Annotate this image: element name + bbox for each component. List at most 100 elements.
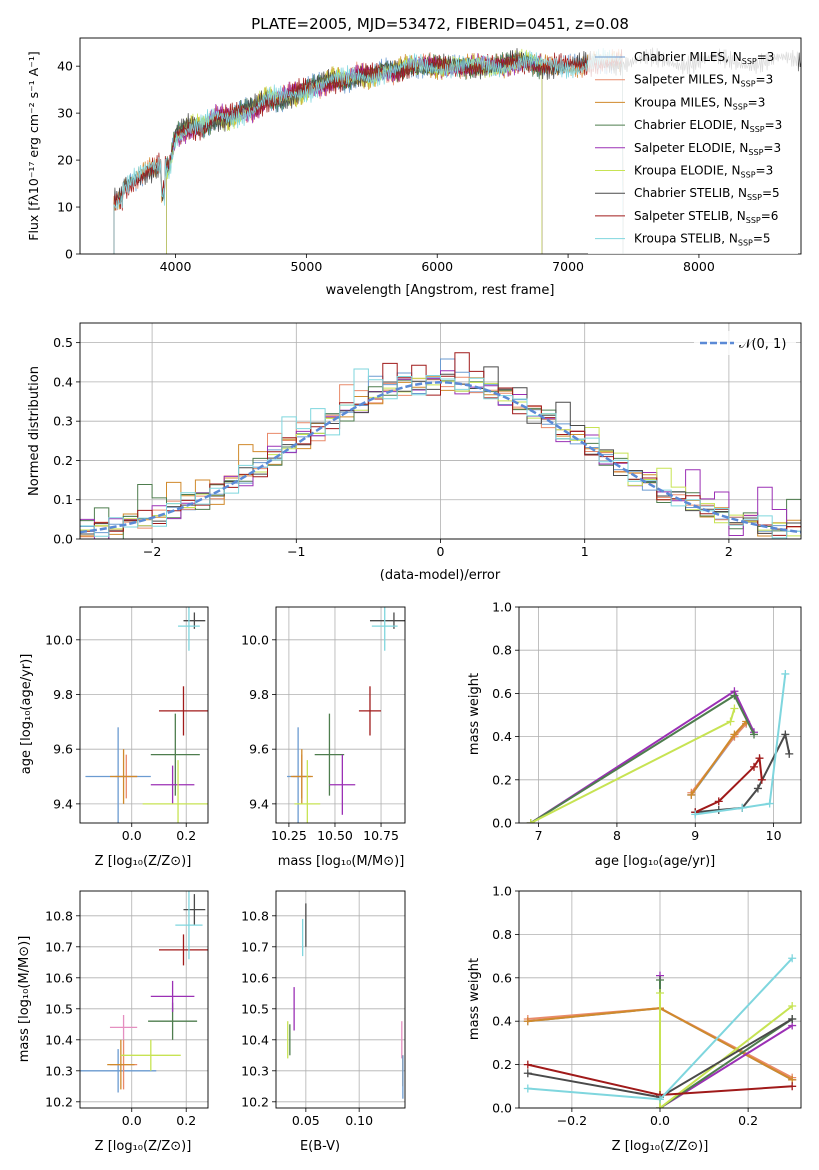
weight_vs_age-lines [526,669,794,823]
age-z-xlabel: Z [log₁₀(Z/Z⊙)] [95,854,192,869]
weight_vs_Z-frame [518,890,802,1109]
age-mass-xlabel: mass [log₁₀(M/M⊙)] [278,854,405,869]
weight_vs_age-xtick-label-0: 7 [535,828,543,843]
spectrum-legend-label-5: Kroupa ELODIE, NSSP=3 [634,164,773,180]
residuals-ytick-label-2: 0.2 [53,453,73,468]
spectrum-legend-label-0: Chabrier MILES, NSSP=3 [634,50,774,66]
age_vs_mass-point-3 [314,713,345,796]
residuals-xlabel: (data-model)/error [380,568,501,583]
weight_vs_age-marker-6-5 [785,749,794,758]
weight_vs_age-marker-5-1 [726,717,735,726]
weight_vs_Z-ytick-label-2: 0.4 [492,1014,512,1029]
residuals-normal-curve [80,381,801,534]
residuals-xtick-label-0: −2 [143,544,161,559]
mass_vs_ebv-panel: 0.05 0.10 10.2 10.3 10.4 10.5 10.6 10.7 10.8 [241,890,406,1128]
mass_vs_ebv-xtick-label-0: 0.05 [292,1113,320,1128]
weight_vs_Z-marker-5-2 [788,1002,797,1011]
mass_vs_ebv-ytick-label-0: 10.2 [241,1094,269,1109]
mass_vs_ebv-ytick-label-1: 10.3 [241,1063,269,1078]
weight-age-ylabel: mass weight [467,673,482,755]
mass_vs_Z-point-8 [158,934,208,966]
mass_vs_Z-xtick-label-1: 0.2 [176,1113,196,1128]
mass-z-ylabel: mass [log₁₀(M/M⊙)] [17,936,32,1063]
age_vs_Z-xtick-label-1: 0.2 [176,828,196,843]
mass-ebv-xlabel: E(B-V) [300,1139,340,1154]
mass-z-xlabel: Z [log₁₀(Z/Z⊙)] [95,1139,192,1154]
legend-sub: SSP [741,80,756,89]
mass_vs_Z-points [80,891,208,1093]
residuals-ylabel: Normed distribution [27,366,42,496]
age_vs_Z-point-7 [158,686,208,736]
mass_vs_ebv-ytick-label-5: 10.7 [241,939,269,954]
legend-tail: =5 [753,232,771,246]
age_vs_Z-ytick-label-3: 10.0 [45,632,73,647]
age_vs_Z-xtick-label-0: 0.0 [122,828,142,843]
weight_vs_age-marker-8-2 [765,799,774,808]
age_vs_Z-frame [79,606,209,824]
weight_vs_Z-marker-6-2 [788,1015,797,1024]
mass_vs_Z-panel: 0.0 0.2 10.2 10.3 10.4 10.5 10.6 10.7 10.8 [45,890,209,1128]
weight_vs_age-marker-2-0 [687,790,696,799]
mass_vs_ebv-ytick-label-3: 10.5 [241,1001,269,1016]
age_vs_Z-point-4 [150,765,195,804]
weight_vs_age-ytick-label-2: 0.4 [492,729,512,744]
mass_vs_Z-point-6 [120,1039,181,1071]
weight_vs_Z-marker-2-0 [523,1017,532,1026]
weight_vs_age-marker-5-2 [730,704,739,713]
spectrum-xlabel: wavelength [Angstrom, rest frame] [326,283,555,298]
weight_vs_Z-marker-8-0 [523,1084,532,1093]
spectrum-legend-label-8: Kroupa STELIB, NSSP=5 [634,232,771,248]
age_vs_mass-xtick-label-1: 10.50 [317,828,353,843]
age_vs_Z-point-2 [109,749,138,804]
legend-main: Kroupa STELIB, N [634,232,738,246]
legend-tail: =3 [757,50,775,64]
weight_vs_age-ytick-label-1: 0.2 [492,772,512,787]
residuals-ytick-label-3: 0.3 [53,414,73,429]
spectrum-legend-box [588,44,798,254]
spectrum-ytick-label-2: 20 [57,153,73,168]
weight_vs_Z-marker-7-0 [523,1060,532,1069]
mass_vs_ebv-ytick-label-2: 10.4 [241,1032,269,1047]
age_vs_mass-point-5 [294,760,321,823]
mass_vs_ebv-xtick-label-1: 0.10 [345,1113,373,1128]
weight_vs_Z-marker-8-2 [788,954,797,963]
weight_vs_age-marker-8-3 [781,669,790,678]
weight_vs_age-marker-8-1 [738,803,747,812]
spectrum-xtick-label-3: 7000 [552,259,584,274]
weight_vs_age-marker-2-1 [730,730,739,739]
weight_vs_Z-marker-6-0 [523,1069,532,1078]
mass_vs_Z-ytick-label-0: 10.2 [45,1094,73,1109]
weight_vs_age-line-6 [695,731,791,814]
weight_vs_age-marker-4-1 [730,691,739,700]
spectrum-xtick-label-2: 6000 [421,259,453,274]
weight_vs_age-xtick-label-2: 9 [691,828,699,843]
legend-sub: SSP [742,57,757,66]
spectrum-panel: 4000 5000 6000 7000 8000 0 10 20 30 40 [57,37,802,274]
mass_vs_Z-xtick-label-0: 0.0 [122,1113,142,1128]
weight_vs_age-marker-7-1 [714,797,723,806]
age_vs_mass-xtick-label-2: 10.75 [363,828,399,843]
weight_vs_Z-panel: −0.2 0.0 0.2 0.0 0.2 0.4 0.6 0.8 1.0 [492,884,802,1128]
age_vs_mass-panel: 10.25 10.50 10.75 9.4 9.6 9.8 10.0 [241,606,406,843]
residuals-legend-label: 𝒩(0, 1) [739,337,786,352]
mass_vs_Z-ytick-label-2: 10.4 [45,1032,73,1047]
age_vs_mass-ytick-label-2: 9.8 [249,687,269,702]
weight_vs_Z-ytick-label-0: 0.0 [492,1101,512,1116]
weight_vs_age-line-5 [530,708,736,823]
weight_vs_Z-ytick-label-5: 1.0 [492,884,512,899]
weight_vs_age-marker-7-3 [755,754,764,763]
legend-sub: SSP [746,216,761,225]
legend-main: Kroupa ELODIE, N [634,164,741,178]
spectrum-frame [79,37,802,255]
spectrum-legend-label-3: Chabrier ELODIE, NSSP=3 [634,118,782,134]
weight_vs_age-marker-5-0 [526,819,535,823]
legend-tail: =5 [762,186,780,200]
legend-sub: SSP [748,148,763,157]
age_vs_Z-points [85,607,208,823]
weight_vs_age-xtick-label-1: 8 [613,828,621,843]
weight_vs_age-ytick-label-5: 1.0 [492,600,512,615]
residuals-xtick-label-3: 1 [581,544,589,559]
residuals-xtick-label-1: −1 [287,544,305,559]
